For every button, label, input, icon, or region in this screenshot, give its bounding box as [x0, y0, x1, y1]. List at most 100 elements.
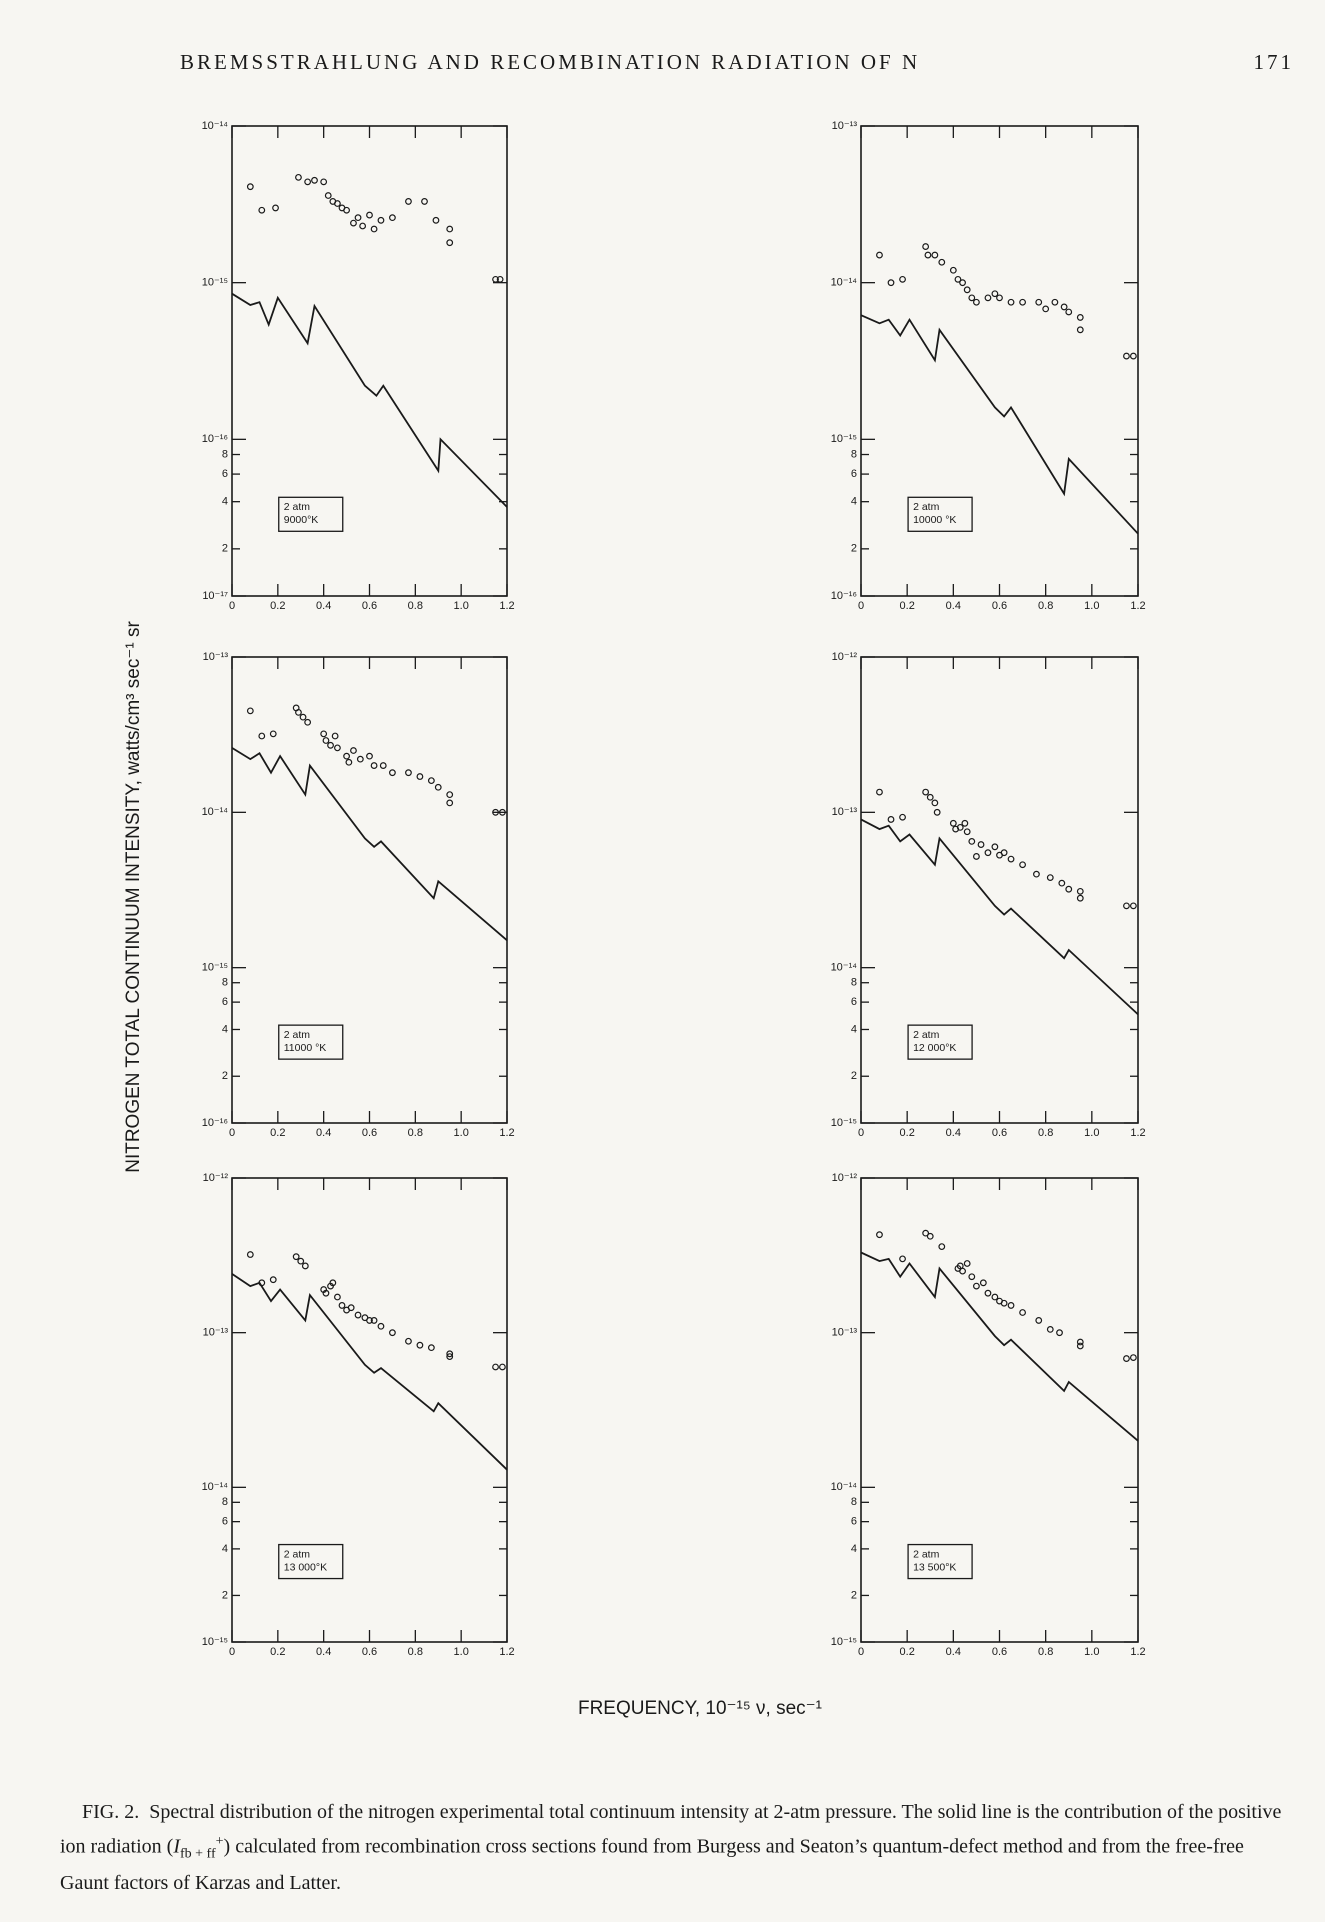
data-point: [345, 758, 353, 766]
data-point: [356, 755, 364, 763]
data-point: [963, 828, 971, 836]
x-tick-label: 0.6: [362, 1127, 377, 1139]
data-point: [320, 730, 328, 738]
x-tick-label: 0.4: [946, 600, 961, 612]
x-tick-label: 0.6: [992, 1646, 1007, 1658]
y-tick-label: 4: [851, 1543, 857, 1555]
data-point: [933, 808, 941, 816]
data-point: [366, 752, 373, 760]
data-point: [973, 298, 980, 306]
plot-frame: [231, 656, 508, 1124]
x-tick-label: 0.8: [1038, 1127, 1053, 1139]
chart: 0 0.2 0.4 0.6 0.8 1.0 1.2 10⁻¹⁴ 10⁻¹⁵ 10⁻¹⁶ 8 6 4 2 10…: [202, 120, 515, 612]
data-point: [446, 239, 454, 247]
y-tick-label: 6: [851, 468, 857, 480]
data-point: [343, 206, 350, 214]
data-point: [1042, 305, 1050, 313]
data-point: [959, 1267, 966, 1275]
y-tick-label: 10⁻¹⁴: [202, 120, 229, 132]
data-point: [922, 1229, 930, 1237]
data-point: [370, 762, 378, 769]
caption-subscript: fb + ff: [179, 1846, 216, 1862]
y-axis-label: NITROGEN TOTAL CONTINUUM INTENSITY, watt…: [123, 621, 144, 1173]
annotation-box: [278, 496, 344, 532]
data-point: [1076, 1342, 1084, 1350]
annotation-text: 2 atm: [284, 1548, 311, 1560]
data-point: [922, 243, 930, 250]
annotation-text: 9000°K: [284, 514, 319, 526]
y-tick-label: 8: [851, 448, 857, 460]
x-tick-label: 0.2: [270, 1127, 285, 1139]
data-point: [427, 1344, 435, 1352]
annotation-box: [907, 1024, 973, 1060]
x-tick-label: 1.0: [454, 1127, 469, 1139]
x-tick-label: 0.4: [946, 1127, 961, 1139]
x-tick-label: 0.8: [1038, 600, 1053, 612]
data-point: [416, 1341, 424, 1349]
y-tick-label: 6: [222, 468, 228, 480]
y-tick-label: 8: [222, 448, 228, 460]
y-tick-label: 10⁻¹³: [832, 120, 858, 132]
y-tick-label: 6: [851, 1516, 857, 1528]
chart: 0 0.2 0.4 0.6 0.8 1.0 1.2 10⁻¹² 10⁻¹³ 10⁻¹⁴ 8 6 4 2 10…: [202, 1172, 515, 1658]
data-point: [370, 1317, 378, 1324]
annotation-box: [278, 1024, 344, 1060]
data-point: [1076, 887, 1084, 895]
x-tick-label: 0.4: [316, 1127, 331, 1139]
data-point: [949, 819, 957, 827]
data-point: [292, 1253, 300, 1261]
x-tick-label: 0: [229, 1646, 235, 1658]
data-point: [956, 823, 964, 831]
data-point: [269, 1276, 277, 1284]
data-point: [1076, 314, 1084, 321]
data-point: [446, 225, 454, 233]
y-tick-label: 4: [222, 1023, 228, 1035]
data-point: [370, 225, 378, 233]
data-point: [1129, 902, 1137, 910]
data-point: [1033, 870, 1040, 878]
data-point: [246, 183, 254, 191]
x-tick-label: 1.2: [1130, 1127, 1145, 1139]
y-tick-label: 10⁻¹⁵: [202, 962, 228, 974]
y-tick-label: 10⁻¹⁴: [202, 806, 229, 818]
data-point: [1046, 874, 1054, 882]
y-tick-label: 10⁻¹⁴: [202, 1481, 229, 1493]
model-line: [231, 747, 508, 941]
x-tick-label: 1.0: [1084, 600, 1099, 612]
x-tick-label: 0: [858, 1127, 864, 1139]
data-point: [926, 1232, 934, 1240]
annotation-text: 2 atm: [913, 501, 940, 513]
data-point: [405, 198, 412, 205]
y-tick-label: 4: [222, 496, 228, 508]
data-point: [887, 816, 895, 823]
data-point: [963, 1260, 971, 1267]
plot-frame: [231, 125, 508, 597]
y-tick-label: 10⁻¹²: [832, 651, 858, 663]
data-point: [1035, 298, 1043, 306]
data-point: [963, 286, 971, 294]
data-point: [334, 744, 341, 752]
x-tick-label: 1.0: [454, 600, 469, 612]
data-point: [961, 819, 969, 827]
x-tick-label: 0.8: [1038, 1646, 1053, 1658]
y-tick-label: 10⁻¹³: [203, 651, 229, 663]
data-point: [432, 216, 440, 224]
data-point: [1051, 298, 1059, 306]
y-tick-label: 10⁻¹⁴: [831, 277, 858, 289]
data-point: [876, 251, 883, 259]
data-point: [996, 294, 1003, 302]
x-tick-label: 0.6: [362, 600, 377, 612]
data-point: [492, 808, 499, 816]
x-tick-label: 0: [858, 600, 864, 612]
y-tick-label: 10⁻¹⁵: [831, 1117, 857, 1129]
annotation-text: 2 atm: [913, 1029, 940, 1041]
x-tick-label: 0.2: [900, 1127, 915, 1139]
y-tick-label: 10⁻¹⁶: [202, 433, 228, 445]
data-point: [959, 279, 966, 287]
data-point: [379, 762, 387, 769]
data-point: [977, 841, 985, 848]
data-point: [924, 251, 932, 259]
data-point: [1129, 352, 1137, 360]
annotation-text: 10000 °K: [913, 514, 956, 526]
